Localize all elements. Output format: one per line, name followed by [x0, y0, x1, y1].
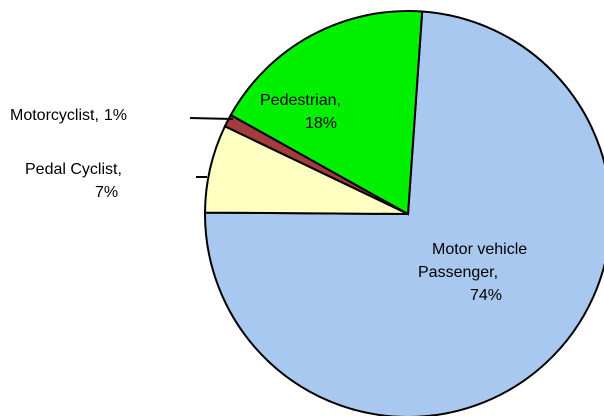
- slice-name: Pedestrian,: [260, 92, 341, 109]
- pie-slice: [229, 10, 424, 216]
- slice-label: Pedestrian, 18%: [260, 89, 341, 135]
- slice-name: Pedal Cyclist,: [25, 161, 122, 178]
- slice-value: 74%: [470, 287, 503, 304]
- slice-value: 1%: [103, 107, 128, 124]
- slice-value: 7%: [95, 184, 119, 201]
- slice-label: Pedal Cyclist, 7%: [25, 158, 122, 204]
- slice-name: Motor vehicle Passenger,: [418, 241, 528, 281]
- slice-label: Motor vehicle Passenger, 74%: [418, 238, 558, 307]
- leader-line: [189, 117, 234, 120]
- slice-value: 18%: [305, 115, 338, 132]
- slice-name: Motorcyclist,: [10, 107, 99, 124]
- slice-label: Motorcyclist, 1%: [10, 104, 127, 127]
- pie-slice: [204, 10, 604, 416]
